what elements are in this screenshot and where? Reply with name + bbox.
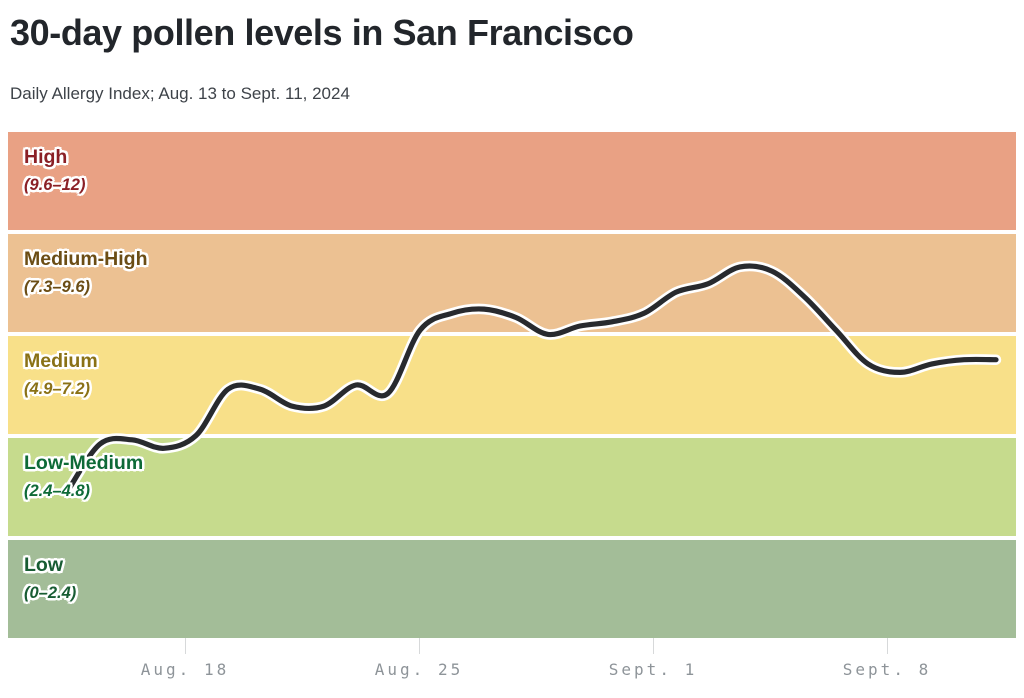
x-tick-label: Aug. 25: [374, 660, 464, 679]
pollen-line-chart: [62, 260, 1002, 496]
band-low-medium: [8, 438, 1016, 536]
plot-area: High (9.6–12) Medium-High (7.3–9.6) Medi…: [8, 132, 1016, 638]
pollen-line-halo: [62, 260, 1002, 496]
x-tick-mark: [185, 638, 186, 654]
x-tick-mark: [419, 638, 420, 654]
band-medium: [8, 336, 1016, 434]
x-tick-mark: [653, 638, 654, 654]
x-axis: Aug. 18 Aug. 25 Sept. 1 Sept. 8: [8, 638, 1016, 693]
chart-title: 30-day pollen levels in San Francisco: [10, 12, 634, 53]
x-tick-mark: [887, 638, 888, 654]
x-tick-label: Sept. 1: [608, 660, 698, 679]
x-tick-label: Aug. 18: [140, 660, 230, 679]
pollen-line: [65, 263, 999, 493]
band-high: [8, 132, 1016, 230]
x-tick-label: Sept. 8: [842, 660, 932, 679]
band-low: [8, 540, 1016, 638]
chart-subtitle: Daily Allergy Index; Aug. 13 to Sept. 11…: [10, 84, 350, 103]
